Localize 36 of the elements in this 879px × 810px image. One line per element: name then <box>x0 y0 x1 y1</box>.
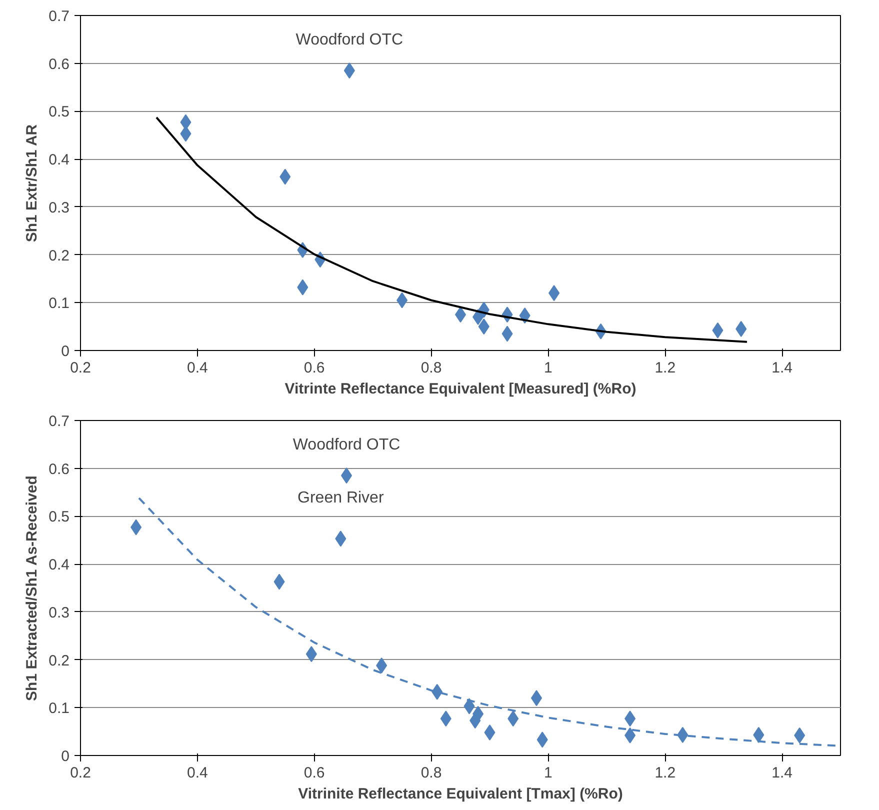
y-axis-title: Sh1 Extracted/Sh1 As-Received <box>24 476 41 701</box>
y-tick-label: 0.4 <box>48 556 70 574</box>
annotation: Green River <box>298 490 384 507</box>
y-tick-label: 0.7 <box>48 413 70 430</box>
y-tick-label: 0.5 <box>48 104 70 121</box>
x-axis-title: Vitrinite Reflectance Equivalent [Tmax] (%Ro) <box>298 786 623 802</box>
x-tick-label: 1.2 <box>654 764 676 782</box>
y-tick-label: 0 <box>61 343 70 360</box>
x-tick-label: 0.6 <box>304 360 325 376</box>
y-tick-label: 0.7 <box>48 8 70 25</box>
y-tick-label: 0.3 <box>48 604 70 622</box>
x-tick-label: 0.4 <box>186 764 208 782</box>
y-tick-label: 0.2 <box>48 652 70 670</box>
y-tick-label: 0.5 <box>48 508 70 526</box>
x-tick-label: 0.6 <box>304 764 325 782</box>
x-tick-label: 0.4 <box>186 360 208 376</box>
annotation: Woodford OTC <box>292 436 400 454</box>
x-tick-label: 0.8 <box>420 360 442 376</box>
y-tick-label: 0.2 <box>48 247 70 264</box>
x-tick-label: 1 <box>544 360 552 376</box>
x-tick-label: 1.2 <box>654 360 676 376</box>
x-tick-label: 0.8 <box>420 764 442 782</box>
y-tick-label: 0 <box>61 748 70 765</box>
y-tick-label: 0.4 <box>48 152 70 169</box>
y-tick-label: 0.3 <box>48 199 70 216</box>
x-tick-label: 1.4 <box>772 764 792 782</box>
y-tick-label: 0.1 <box>48 295 70 312</box>
x-tick-label: 1 <box>544 764 552 782</box>
x-tick-label: 1.4 <box>772 360 792 376</box>
x-axis-title: Vitrinte Reflectance Equivalent [Measured] (%Ro) <box>284 380 636 398</box>
y-tick-label: 0.6 <box>48 56 70 73</box>
annotation: Woodford OTC <box>296 32 404 49</box>
y-tick-label: 0.6 <box>48 460 70 478</box>
line-series <box>156 116 748 343</box>
y-axis-title: Sh1 Extr/Sh1 AR <box>24 124 41 242</box>
y-tick-label: 0.1 <box>48 700 70 718</box>
